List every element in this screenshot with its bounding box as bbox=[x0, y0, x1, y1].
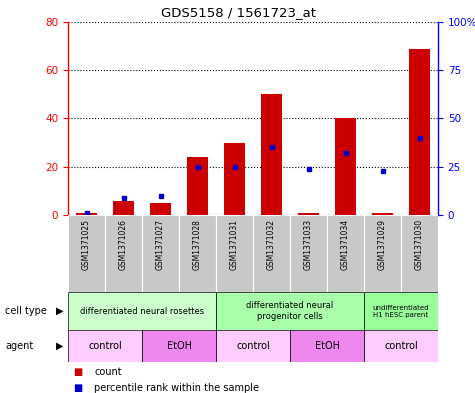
Text: control: control bbox=[88, 341, 122, 351]
Bar bbox=[179, 215, 216, 292]
Bar bbox=[105, 215, 142, 292]
Text: differentiated neural
progenitor cells: differentiated neural progenitor cells bbox=[247, 301, 333, 321]
Bar bbox=[216, 292, 364, 330]
Text: agent: agent bbox=[5, 341, 33, 351]
Text: GSM1371032: GSM1371032 bbox=[267, 219, 276, 270]
Bar bbox=[409, 49, 430, 215]
Bar bbox=[290, 330, 364, 362]
Bar bbox=[216, 215, 253, 292]
Bar bbox=[68, 215, 105, 292]
Bar bbox=[68, 330, 142, 362]
Text: GSM1371027: GSM1371027 bbox=[156, 219, 165, 270]
Text: GDS5158 / 1561723_at: GDS5158 / 1561723_at bbox=[161, 6, 316, 19]
Bar bbox=[401, 215, 438, 292]
Bar bbox=[261, 94, 282, 215]
Bar bbox=[187, 157, 208, 215]
Bar bbox=[298, 213, 319, 215]
Text: GSM1371034: GSM1371034 bbox=[341, 219, 350, 270]
Bar bbox=[290, 215, 327, 292]
Text: GSM1371029: GSM1371029 bbox=[378, 219, 387, 270]
Bar bbox=[372, 213, 393, 215]
Text: differentiated neural rosettes: differentiated neural rosettes bbox=[80, 307, 204, 316]
Bar bbox=[216, 330, 290, 362]
Text: percentile rank within the sample: percentile rank within the sample bbox=[94, 382, 259, 393]
Bar bbox=[253, 215, 290, 292]
Text: GSM1371025: GSM1371025 bbox=[82, 219, 91, 270]
Text: GSM1371031: GSM1371031 bbox=[230, 219, 239, 270]
Text: ■: ■ bbox=[73, 367, 82, 377]
Bar bbox=[327, 215, 364, 292]
Bar bbox=[150, 203, 171, 215]
Bar bbox=[76, 213, 97, 215]
Bar bbox=[68, 292, 216, 330]
Bar bbox=[114, 200, 133, 215]
Bar bbox=[364, 215, 401, 292]
Bar bbox=[364, 330, 438, 362]
Text: GSM1371026: GSM1371026 bbox=[119, 219, 128, 270]
Text: GSM1371033: GSM1371033 bbox=[304, 219, 313, 270]
Text: EtOH: EtOH bbox=[314, 341, 340, 351]
Text: count: count bbox=[94, 367, 122, 377]
Bar bbox=[335, 119, 356, 215]
Text: ▶: ▶ bbox=[56, 306, 64, 316]
Text: GSM1371030: GSM1371030 bbox=[415, 219, 424, 270]
Text: ▶: ▶ bbox=[56, 341, 64, 351]
Bar bbox=[364, 292, 438, 330]
Text: GSM1371028: GSM1371028 bbox=[193, 219, 202, 270]
Text: ■: ■ bbox=[73, 382, 82, 393]
Bar bbox=[224, 143, 245, 215]
Text: undifferentiated
H1 hESC parent: undifferentiated H1 hESC parent bbox=[373, 305, 429, 318]
Text: EtOH: EtOH bbox=[167, 341, 191, 351]
Text: control: control bbox=[236, 341, 270, 351]
Text: cell type: cell type bbox=[5, 306, 47, 316]
Bar bbox=[142, 215, 179, 292]
Text: control: control bbox=[384, 341, 418, 351]
Bar bbox=[142, 330, 216, 362]
